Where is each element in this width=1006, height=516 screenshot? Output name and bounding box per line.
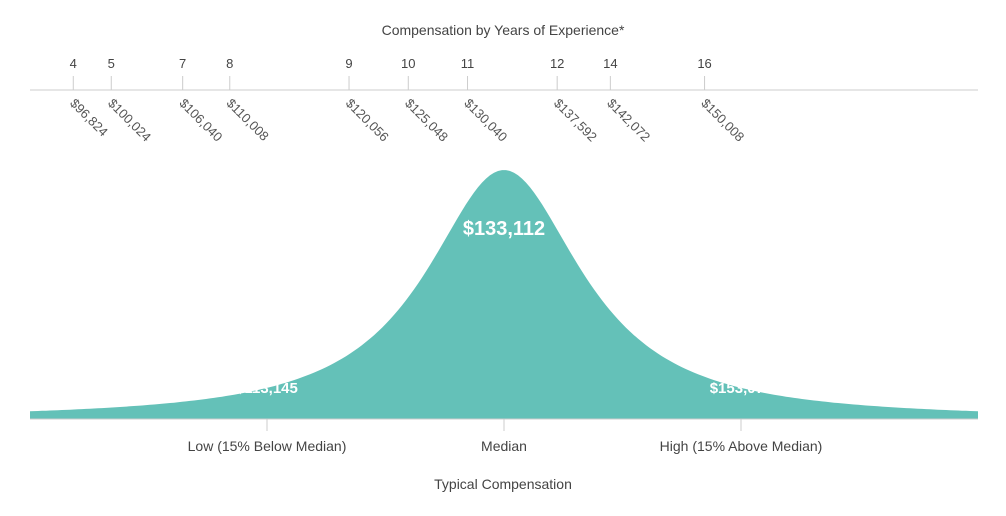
experience-salary-label: $110,008 [224, 96, 272, 144]
experience-years-label: 10 [401, 56, 415, 71]
high-value-label: $153,079 [710, 380, 773, 397]
experience-salary-label: $150,008 [698, 96, 747, 145]
experience-years-label: 7 [179, 56, 186, 71]
distribution-area [30, 170, 978, 419]
chart-title: Compensation by Years of Experience* [382, 22, 625, 38]
experience-salary-label: $120,056 [343, 96, 392, 145]
experience-ticks: 4 $96,824 5 $100,024 7 $106,040 8 $110,008 9 $120… [67, 56, 747, 144]
experience-years-label: 14 [603, 56, 617, 71]
experience-salary-label: $106,040 [177, 96, 226, 145]
experience-years-label: 5 [108, 56, 115, 71]
experience-years-label: 12 [550, 56, 564, 71]
low-label: Low (15% Below Median) [188, 438, 347, 454]
experience-salary-label: $130,040 [461, 96, 510, 145]
x-axis-title: Typical Compensation [434, 476, 572, 492]
median-label: Median [481, 438, 527, 454]
experience-years-label: 4 [70, 56, 77, 71]
experience-salary-label: $142,072 [604, 96, 653, 145]
median-value-label: $133,112 [463, 218, 545, 240]
experience-salary-label: $96,824 [67, 96, 111, 140]
low-value-label: $113,145 [236, 380, 298, 397]
experience-years-label: 9 [345, 56, 352, 71]
experience-salary-label: $137,592 [551, 96, 600, 145]
experience-salary-label: $125,048 [402, 96, 451, 145]
distribution-ticks [266, 419, 742, 431]
high-label: High (15% Above Median) [660, 438, 823, 454]
experience-years-label: 8 [226, 56, 233, 71]
experience-years-label: 11 [461, 56, 475, 71]
experience-salary-label: $100,024 [105, 96, 154, 145]
experience-years-label: 16 [697, 56, 711, 71]
